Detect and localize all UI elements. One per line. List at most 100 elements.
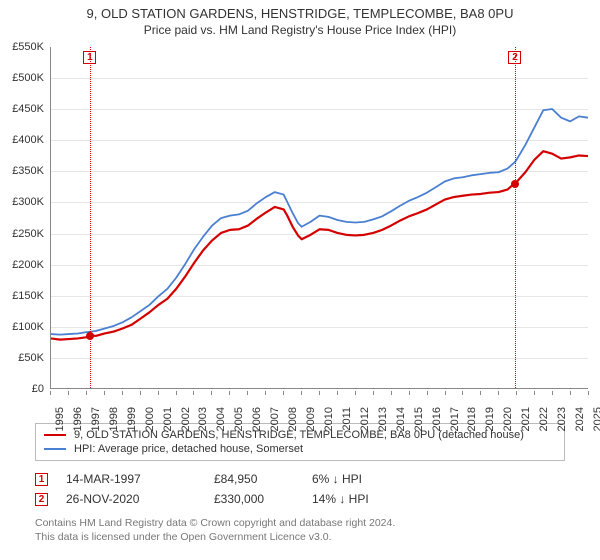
x-tick-label: 2023 [556,407,568,431]
x-tick-label: 2003 [197,407,209,431]
annotation-date: 14-MAR-1997 [66,472,196,486]
footer-line: Contains HM Land Registry data © Crown c… [35,517,565,531]
x-tick-label: 2002 [180,407,192,431]
series-svg [51,47,588,388]
data-point-dot [511,180,519,188]
legend-item: HPI: Average price, detached house, Some… [44,442,556,456]
x-tick [552,391,553,395]
annotation-row: 226-NOV-2020£330,00014% ↓ HPI [35,489,565,509]
x-tick [588,391,589,395]
chart-titles: 9, OLD STATION GARDENS, HENSTRIDGE, TEMP… [0,0,600,39]
chart-title: 9, OLD STATION GARDENS, HENSTRIDGE, TEMP… [10,6,590,21]
x-tick-label: 2011 [341,407,353,431]
y-tick-label: £200K [12,259,44,271]
data-point-marker: 2 [508,51,521,64]
x-tick [301,391,302,395]
x-tick-label: 2000 [144,407,156,431]
x-tick-label: 2007 [269,407,281,431]
x-tick [480,391,481,395]
x-tick [534,391,535,395]
legend-label: HPI: Average price, detached house, Some… [74,443,303,455]
x-axis-labels: 1995199619971998199920002001200220032004… [50,391,588,419]
y-axis-labels: £0£50K£100K£150K£200K£250K£300K£350K£400… [0,39,48,419]
x-tick-label: 2006 [251,407,263,431]
x-tick-label: 2018 [466,407,478,431]
x-tick-label: 2001 [162,407,174,431]
x-tick-label: 1999 [126,407,138,431]
x-tick-label: 2009 [305,407,317,431]
x-tick [176,391,177,395]
data-point-marker: 1 [83,51,96,64]
x-tick [247,391,248,395]
series-line [51,151,588,339]
x-tick [193,391,194,395]
x-tick-label: 2022 [538,407,550,431]
legend-item: 9, OLD STATION GARDENS, HENSTRIDGE, TEMP… [44,428,556,442]
x-tick-label: 2014 [395,407,407,431]
x-tick [68,391,69,395]
x-tick [122,391,123,395]
x-tick [427,391,428,395]
x-tick-label: 2004 [215,407,227,431]
y-tick-label: £100K [12,321,44,333]
x-tick [229,391,230,395]
x-tick [445,391,446,395]
y-tick-label: £550K [12,41,44,53]
x-tick [391,391,392,395]
x-tick [211,391,212,395]
plot-area: 12 [50,47,588,389]
annotation-marker: 2 [35,493,48,506]
x-tick-label: 2013 [377,407,389,431]
y-tick-label: £450K [12,103,44,115]
y-tick-label: £0 [32,383,44,395]
x-tick [355,391,356,395]
x-tick-label: 2024 [574,407,586,431]
x-tick [319,391,320,395]
annotation-price: £330,000 [214,492,294,506]
annotation-date: 26-NOV-2020 [66,492,196,506]
chart-area: £0£50K£100K£150K£200K£250K£300K£350K£400… [0,39,600,419]
x-tick [283,391,284,395]
x-tick [86,391,87,395]
x-tick [570,391,571,395]
x-tick [140,391,141,395]
series-line [51,109,588,335]
annotation-marker: 1 [35,473,48,486]
x-tick-label: 1995 [54,407,66,431]
x-tick-label: 2005 [233,407,245,431]
x-tick-label: 2017 [449,407,461,431]
footer-line: This data is licensed under the Open Gov… [35,531,565,545]
chart-subtitle: Price paid vs. HM Land Registry's House … [10,23,590,37]
x-tick-label: 2020 [502,407,514,431]
x-tick-label: 1997 [90,407,102,431]
y-tick-label: £500K [12,72,44,84]
x-tick [50,391,51,395]
x-tick-label: 2010 [323,407,335,431]
x-tick-label: 1996 [72,407,84,431]
x-tick-label: 2025 [592,407,600,431]
data-point-dot [86,332,94,340]
below-chart: 9, OLD STATION GARDENS, HENSTRIDGE, TEMP… [0,423,600,544]
y-tick-label: £250K [12,228,44,240]
y-tick-label: £350K [12,165,44,177]
x-tick-label: 2019 [484,407,496,431]
x-tick-label: 2016 [431,407,443,431]
annotation-diff: 6% ↓ HPI [312,472,422,486]
x-tick [498,391,499,395]
y-tick-label: £150K [12,290,44,302]
x-tick-label: 2012 [359,407,371,431]
legend-swatch [44,448,66,450]
guide-line [515,47,516,388]
x-tick [104,391,105,395]
legend-swatch [44,434,66,436]
x-tick-label: 2008 [287,407,299,431]
y-tick-label: £400K [12,134,44,146]
footer: Contains HM Land Registry data © Crown c… [35,517,565,544]
annotation-table: 114-MAR-1997£84,9506% ↓ HPI226-NOV-2020£… [35,469,565,509]
x-tick [158,391,159,395]
x-tick [516,391,517,395]
x-tick [409,391,410,395]
annotation-row: 114-MAR-1997£84,9506% ↓ HPI [35,469,565,489]
x-tick [462,391,463,395]
x-tick [337,391,338,395]
